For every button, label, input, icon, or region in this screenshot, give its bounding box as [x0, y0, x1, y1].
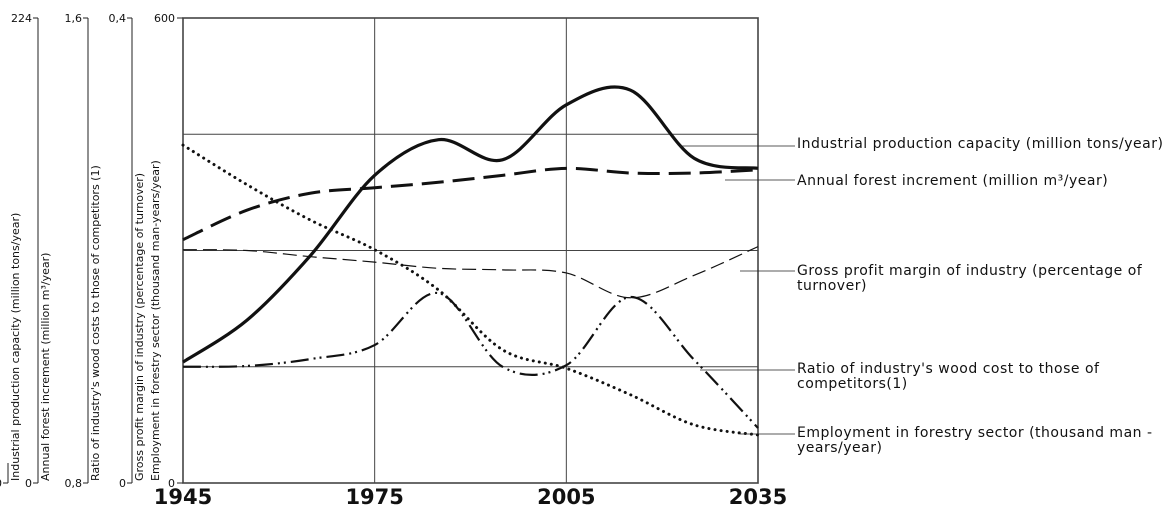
axis-title: Gross profit margin of industry (percent… [133, 173, 146, 481]
axis-title: Industrial production capacity (million … [9, 213, 22, 481]
axis-title: Annual forest increment (million m³/year… [39, 253, 52, 481]
x-tick-label: 1975 [345, 485, 403, 509]
legend-label: Ratio of industry's wood cost to those o… [797, 361, 1100, 392]
legend-label: Employment in forestry sector (thousand … [797, 425, 1153, 456]
legend-label: Industrial production capacity (million … [797, 136, 1164, 152]
y-tick-label: 0 [0, 477, 2, 490]
y-tick-label: 0 [119, 477, 126, 490]
legend-label: Annual forest increment (million m³/year… [797, 173, 1109, 189]
y-tick-label: 0,4 [109, 12, 127, 25]
legend-label: Gross profit margin of industry (percent… [797, 263, 1143, 294]
y-tick-label: 0,8 [65, 477, 83, 490]
x-tick-label: 2035 [729, 485, 787, 509]
y-tick-label: 0 [25, 477, 32, 490]
series-line [182, 246, 759, 299]
axis-title: Ratio of industry's wood costs to those … [89, 165, 102, 481]
y-tick-label: 224 [11, 12, 32, 25]
series-line [182, 166, 759, 242]
series-line [182, 85, 759, 364]
series-line [181, 143, 760, 437]
series-line [182, 292, 759, 429]
y-tick-label: 600 [154, 12, 175, 25]
y-tick-label: 0 [168, 477, 175, 490]
x-tick-label: 2005 [537, 485, 595, 509]
y-axis-title: Employment in forestry sector (thousand … [149, 160, 162, 481]
y-tick-label: 1,6 [65, 12, 83, 25]
x-tick-label: 1945 [154, 485, 212, 509]
